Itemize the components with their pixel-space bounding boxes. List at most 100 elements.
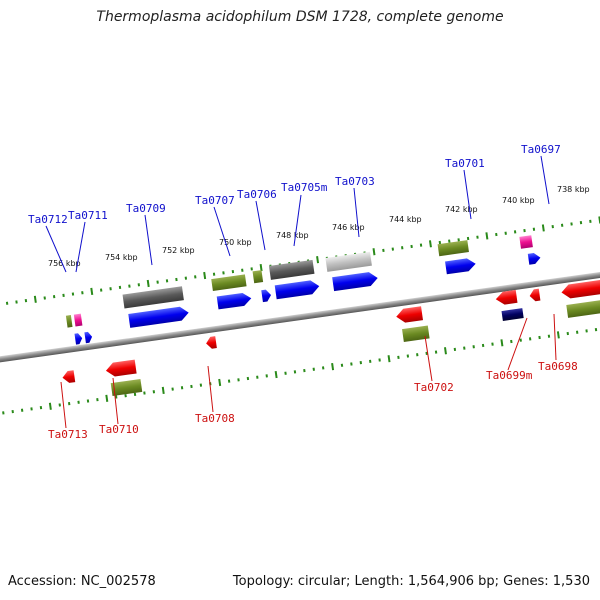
gene-arrow[interactable]	[128, 306, 189, 328]
gene-label-ta0702[interactable]: Ta0702	[414, 381, 454, 394]
gene-arrow[interactable]	[332, 271, 379, 292]
minor-tick	[227, 379, 231, 383]
gene-ta0713[interactable]	[62, 370, 76, 384]
accession-text: Accession: NC_002578	[8, 574, 156, 589]
gene-label-ta0703[interactable]: Ta0703	[335, 175, 375, 188]
gene-label-ta0713[interactable]: Ta0713	[48, 428, 88, 441]
gene-ta0698[interactable]	[529, 288, 541, 302]
gene-arrow[interactable]	[84, 331, 93, 344]
leader-line	[112, 377, 119, 425]
genome-backbone	[0, 263, 600, 368]
minor-tick	[284, 371, 287, 375]
minor-tick	[39, 405, 43, 410]
minor-tick	[212, 272, 216, 276]
gene-arrow[interactable]	[395, 306, 423, 323]
gene-ta0712[interactable]	[65, 315, 73, 328]
gene-arrow[interactable]	[274, 279, 321, 300]
gene-arrow[interactable]	[261, 289, 272, 303]
gene-ta0697[interactable]	[519, 235, 533, 249]
map-title: Thermoplasma acidophilum DSM 1728, compl…	[96, 9, 504, 25]
major-tick	[387, 355, 391, 363]
gene-arrow[interactable]	[495, 289, 518, 306]
kbp-mark: 738 kbp	[557, 185, 590, 194]
minor-tick	[369, 359, 372, 363]
minor-tick	[579, 221, 583, 225]
gene-label-ta0697[interactable]: Ta0697	[521, 143, 561, 156]
gene-ta0699m[interactable]	[501, 308, 524, 321]
gene-label-ta0709[interactable]: Ta0709	[126, 202, 166, 215]
minor-tick	[24, 299, 28, 303]
minor-tick	[143, 391, 146, 395]
gene-arrow[interactable]	[216, 292, 252, 310]
minor-tick	[109, 287, 112, 291]
gene-arrow[interactable]	[527, 252, 541, 265]
major-tick	[331, 363, 335, 371]
minor-tick	[476, 235, 479, 239]
minor-tick	[397, 355, 400, 359]
minor-tick	[566, 331, 569, 336]
minor-tick	[419, 243, 423, 247]
gene-ta0705m[interactable]	[268, 259, 315, 280]
minor-tick	[15, 300, 18, 304]
minor-tick	[62, 293, 65, 297]
gene-ta0701[interactable]	[437, 240, 469, 257]
gene-label-ta0710[interactable]: Ta0710	[99, 423, 139, 436]
gene-label-ta0706[interactable]: Ta0706	[237, 188, 277, 201]
minor-tick	[481, 343, 485, 348]
major-tick	[316, 256, 320, 264]
gene-ta0706[interactable]	[252, 270, 264, 284]
minor-tick	[81, 291, 84, 295]
gene-label-ta0705m[interactable]: Ta0705m	[281, 181, 328, 194]
gene-ta0709[interactable]	[122, 286, 184, 309]
major-tick	[372, 248, 376, 256]
gene-arrow[interactable]	[445, 257, 477, 275]
major-tick	[259, 263, 263, 272]
minor-tick	[246, 376, 250, 381]
kbp-mark: 750 kbp	[219, 238, 252, 247]
major-tick	[428, 240, 432, 248]
gene-label-ta0712[interactable]: Ta0712	[28, 213, 68, 226]
kbp-mark: 746 kbp	[332, 223, 365, 232]
minor-tick	[523, 228, 526, 233]
gene-label-ta0698[interactable]: Ta0698	[538, 360, 578, 373]
minor-tick	[67, 402, 71, 406]
gene-label-ta0699m[interactable]: Ta0699m	[486, 369, 533, 382]
minor-tick	[547, 334, 551, 338]
gene-ta0710[interactable]	[110, 378, 143, 397]
gene-ta0711[interactable]	[73, 313, 83, 327]
gene-label-ta0707[interactable]: Ta0707	[195, 194, 235, 207]
gene-block[interactable]	[566, 299, 600, 318]
leader-line	[507, 317, 528, 371]
gene-ta0707[interactable]	[211, 274, 247, 292]
gene-arrow[interactable]	[561, 280, 600, 299]
minor-tick	[190, 384, 193, 389]
gene-label-ta0711[interactable]: Ta0711	[68, 209, 108, 222]
major-tick	[541, 224, 545, 232]
gene-label-ta0701[interactable]: Ta0701	[445, 157, 485, 170]
minor-tick	[30, 407, 33, 411]
minor-tick	[180, 386, 184, 390]
minor-tick	[165, 279, 169, 283]
minor-tick	[52, 295, 56, 299]
major-tick	[485, 232, 489, 240]
leader-line	[207, 365, 214, 413]
leader-line	[424, 335, 433, 382]
gene-arrow[interactable]	[105, 359, 137, 378]
minor-tick	[303, 368, 306, 373]
minor-tick	[250, 267, 253, 271]
minor-tick	[463, 346, 466, 350]
minor-tick	[256, 375, 259, 379]
gene-ta0708[interactable]	[205, 336, 217, 349]
minor-tick	[585, 329, 588, 333]
minor-tick	[538, 335, 541, 340]
leader-line	[60, 381, 67, 429]
kbp-mark: 756 kbp	[48, 259, 81, 268]
minor-tick	[118, 285, 122, 290]
gene-label-ta0708[interactable]: Ta0708	[195, 412, 235, 425]
gene-ta0702[interactable]	[402, 325, 430, 342]
major-tick	[218, 378, 222, 387]
gene-ta0703[interactable]	[325, 251, 372, 272]
minor-tick	[184, 276, 188, 280]
gene-arrow[interactable]	[74, 333, 83, 345]
minor-tick	[175, 277, 178, 282]
